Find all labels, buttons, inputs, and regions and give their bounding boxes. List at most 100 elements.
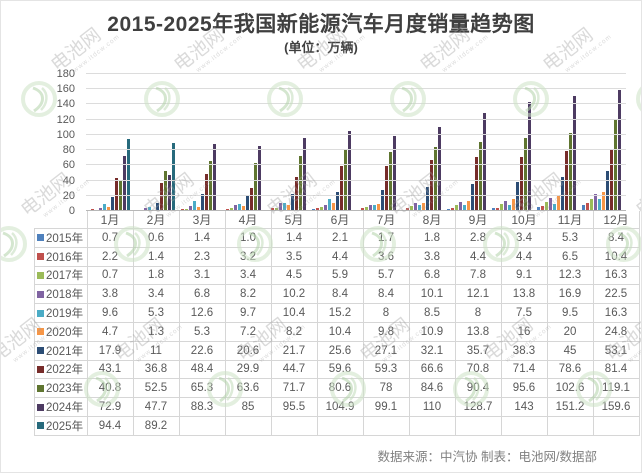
legend-key-icon — [37, 384, 44, 392]
table-row-2017年: 2017年 0.7 1.8 3.1 3.4 4.5 5.9 5.7 6.8 7.8 9.1 12.3 1… — [34, 265, 640, 286]
value-cell-2024年-6月: 104.9 — [316, 397, 364, 417]
bar-2024年-5月 — [303, 138, 306, 211]
bar-2018年-2月 — [144, 208, 147, 211]
value-cell-2020年-1月: 4.7 — [86, 321, 134, 342]
table-row-2022年: 2022年 43.1 36.8 48.4 29.9 44.7 59.6 59.3 66.6 70.… — [34, 359, 640, 380]
bar-2018年-12月 — [594, 193, 597, 211]
value-cell-2015年-6月: 2.1 — [316, 228, 364, 248]
value-cell-2021年-3月: 22.6 — [178, 340, 226, 361]
bar-2024年-6月 — [348, 131, 351, 211]
y-tick-label-100: 100 — [56, 128, 75, 141]
y-tick-label-80: 80 — [62, 144, 75, 157]
value-cell-2022年-7月: 59.3 — [362, 359, 410, 380]
bar-group-2月 — [131, 74, 176, 211]
bar-2019年-11月 — [553, 203, 556, 211]
bar-2017年-3月 — [185, 208, 188, 211]
value-cell-2023年-9月: 90.4 — [454, 378, 502, 399]
legend-cell-2018年: 2018年 — [34, 284, 88, 305]
bar-2021年-5月 — [291, 194, 294, 211]
bar-2015年-12月 — [582, 204, 585, 211]
bar-2018年-1月 — [99, 208, 102, 211]
bar-2020年-3月 — [197, 206, 200, 211]
value-cell-2015年-9月: 2.8 — [454, 228, 502, 248]
value-cell-2017年-4月: 3.4 — [224, 265, 272, 286]
value-cell-2015年-12月: 8.4 — [592, 228, 640, 248]
bar-2015年-9月 — [447, 208, 450, 211]
value-cell-2016年-8月: 3.8 — [408, 246, 456, 267]
bar-2024年-3月 — [213, 143, 216, 211]
value-cell-2018年-5月: 10.2 — [270, 284, 318, 305]
value-cell-2017年-3月: 3.1 — [178, 265, 226, 286]
bar-2022年-5月 — [295, 176, 298, 211]
bar-2016年-10月 — [496, 207, 499, 211]
bar-2020年-9月 — [467, 200, 470, 211]
value-cell-2021年-6月: 25.6 — [316, 340, 364, 361]
x-tick-label-3月: 3月 — [178, 211, 226, 229]
gridline-20 — [86, 194, 626, 196]
value-cell-2017年-2月: 1.8 — [132, 265, 180, 286]
value-cell-2018年-9月: 12.1 — [454, 284, 502, 305]
y-tick-label-180: 180 — [56, 68, 75, 80]
value-cell-2015年-11月: 5.3 — [546, 228, 594, 248]
gridline-160 — [86, 88, 626, 90]
watermark-logo-icon — [634, 79, 641, 124]
value-cell-2025年-7月 — [362, 415, 410, 436]
value-cell-2016年-11月: 6.5 — [546, 246, 594, 267]
value-cell-2023年-3月: 65.3 — [178, 378, 226, 399]
legend-key-icon — [37, 290, 44, 298]
bar-group-3月 — [176, 74, 221, 211]
value-cell-2016年-3月: 2.3 — [178, 246, 226, 267]
value-cell-2016年-10月: 4.4 — [500, 246, 548, 267]
bar-2019年-9月 — [463, 204, 466, 211]
bar-2021年-1月 — [111, 197, 114, 211]
x-tick-label-2月: 2月 — [132, 211, 180, 229]
value-cell-2018年-1月: 3.8 — [86, 284, 134, 305]
bar-2019年-4月 — [238, 203, 241, 211]
bar-2018年-3月 — [189, 205, 192, 211]
value-cell-2018年-8月: 10.1 — [408, 284, 456, 305]
x-tick-label-8月: 8月 — [408, 211, 456, 229]
value-cell-2021年-9月: 35.7 — [454, 340, 502, 361]
x-tick-label-4月: 4月 — [224, 211, 272, 229]
bar-2017年-6月 — [320, 206, 323, 211]
bar-2024年-2月 — [168, 174, 171, 211]
value-cell-2020年-12月: 24.8 — [592, 321, 640, 342]
value-cell-2018年-12月: 22.5 — [592, 284, 640, 305]
value-cell-2019年-10月: 7.5 — [500, 303, 548, 323]
x-tick-label-7月: 7月 — [362, 211, 410, 229]
bar-2022年-9月 — [475, 157, 478, 211]
legend-cell-2020年: 2020年 — [34, 321, 88, 342]
bar-2017年-7月 — [365, 206, 368, 211]
value-cell-2018年-2月: 3.4 — [132, 284, 180, 305]
value-cell-2022年-8月: 66.6 — [408, 359, 456, 380]
bar-2018年-6月 — [324, 204, 327, 211]
legend-cell-2023年: 2023年 — [34, 378, 88, 399]
bar-2016年-5月 — [271, 208, 274, 211]
value-cell-2021年-4月: 20.6 — [224, 340, 272, 361]
chart-title: 2015-2025年我国新能源汽车月度销量趋势图 — [107, 13, 535, 36]
value-cell-2021年-2月: 11 — [132, 340, 180, 361]
bar-2025年-1月 — [127, 139, 130, 211]
bar-2024年-1月 — [123, 155, 126, 211]
bar-group-7月 — [356, 74, 401, 211]
value-cell-2017年-6月: 5.9 — [316, 265, 364, 286]
value-cell-2025年-5月 — [270, 415, 318, 436]
bar-2022年-3月 — [205, 174, 208, 211]
gridline-60 — [86, 164, 626, 166]
bar-2016年-7月 — [361, 208, 364, 211]
bar-2022年-2月 — [160, 183, 163, 211]
value-cell-2020年-2月: 1.3 — [132, 321, 180, 342]
value-cell-2021年-7月: 27.1 — [362, 340, 410, 361]
value-cell-2019年-3月: 12.6 — [178, 303, 226, 323]
value-cell-2023年-7月: 78 — [362, 378, 410, 399]
value-cell-2024年-3月: 88.3 — [178, 397, 226, 417]
value-cell-2015年-7月: 1.7 — [362, 228, 410, 248]
value-cell-2017年-11月: 12.3 — [546, 265, 594, 286]
value-cell-2015年-8月: 1.8 — [408, 228, 456, 248]
value-cell-2023年-6月: 80.6 — [316, 378, 364, 399]
table-row-2019年: 2019年 9.6 5.3 12.6 9.7 10.4 15.2 8 8.5 8 7.5 9.5 16.… — [34, 303, 640, 323]
value-cell-2022年-10月: 71.4 — [500, 359, 548, 380]
bar-2017年-8月 — [410, 205, 413, 211]
bar-2022年-7月 — [385, 165, 388, 211]
value-cell-2020年-5月: 8.2 — [270, 321, 318, 342]
